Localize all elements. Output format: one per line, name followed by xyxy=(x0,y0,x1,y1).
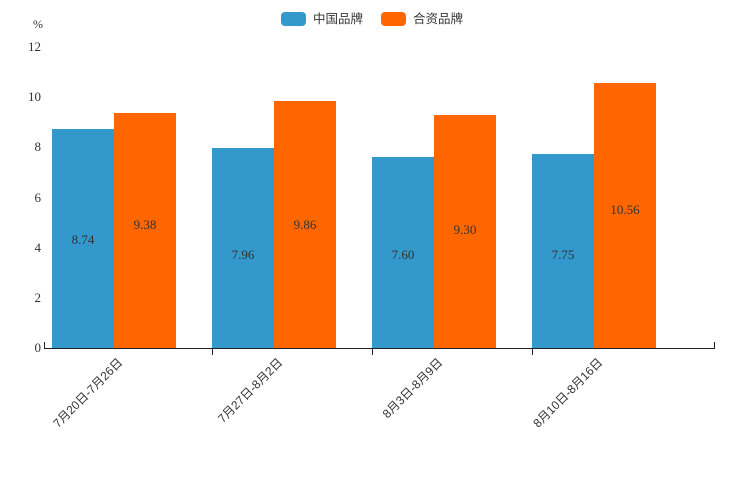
legend-item-joint-venture-brand[interactable]: 合资品牌 xyxy=(381,12,463,26)
y-axis-tick-8: 8 xyxy=(34,139,42,155)
legend-label-china-brand: 中国品牌 xyxy=(312,11,363,26)
x-axis-right-cap xyxy=(713,342,715,349)
y-axis-tick-6: 6 xyxy=(34,189,42,205)
y-axis-tick-10: 10 xyxy=(28,89,41,105)
x-axis-tick-3 xyxy=(532,349,534,355)
bar-value-china-brand-2: 7.96 xyxy=(231,247,255,262)
bar-value-china-brand-1: 8.74 xyxy=(71,232,95,247)
bar-value-joint-venture-brand-2: 9.86 xyxy=(293,217,317,232)
legend-label-joint-venture-brand: 合资品牌 xyxy=(413,11,464,26)
bar-joint-venture-brand-1[interactable]: 9.38 xyxy=(114,112,176,348)
bar-joint-venture-brand-2[interactable]: 9.86 xyxy=(274,100,336,348)
bar-value-china-brand-3: 7.60 xyxy=(391,247,415,262)
x-axis-left-cap xyxy=(44,342,46,349)
x-axis-line xyxy=(44,348,715,350)
bar-group-4: 7.75 10.56 xyxy=(532,47,656,348)
bar-value-joint-venture-brand-4: 10.56 xyxy=(610,202,640,217)
bar-group-3: 7.60 9.30 xyxy=(372,47,496,348)
bar-china-brand-2[interactable]: 7.96 xyxy=(212,148,274,348)
bar-value-china-brand-4: 7.75 xyxy=(551,247,575,262)
legend-item-china-brand[interactable]: 中国品牌 xyxy=(280,11,363,26)
x-axis-tick-2 xyxy=(372,349,374,355)
plot-area: 12 10 8 6 4 2 0 8.74 9.38 7.96 xyxy=(28,39,715,430)
bar-china-brand-4[interactable]: 7.75 xyxy=(532,153,594,348)
y-axis-tick-4: 4 xyxy=(34,239,42,255)
legend-swatch-joint-venture-brand xyxy=(381,12,406,26)
y-axis-tick-12: 12 xyxy=(28,39,41,54)
bar-value-joint-venture-brand-3: 9.30 xyxy=(453,222,477,237)
bar-joint-venture-brand-3[interactable]: 9.30 xyxy=(434,114,496,348)
bar-joint-venture-brand-4[interactable]: 10.56 xyxy=(594,83,656,348)
y-axis-unit-label: % xyxy=(33,17,43,31)
y-axis-tick-2: 2 xyxy=(34,289,42,305)
chart-legend: 中国品牌 合资品牌 xyxy=(0,12,744,26)
bar-group-1: 8.74 9.38 xyxy=(52,47,176,348)
bar-china-brand-1[interactable]: 8.74 xyxy=(52,128,114,348)
x-axis-tick-1 xyxy=(212,349,214,355)
bar-china-brand-3[interactable]: 7.60 xyxy=(372,157,434,348)
bar-value-joint-venture-brand-1: 9.38 xyxy=(133,217,157,232)
legend-swatch-china-brand xyxy=(280,12,306,26)
y-axis-tick-0: 0 xyxy=(34,340,42,355)
bar-group-2: 7.96 9.86 xyxy=(212,47,336,348)
